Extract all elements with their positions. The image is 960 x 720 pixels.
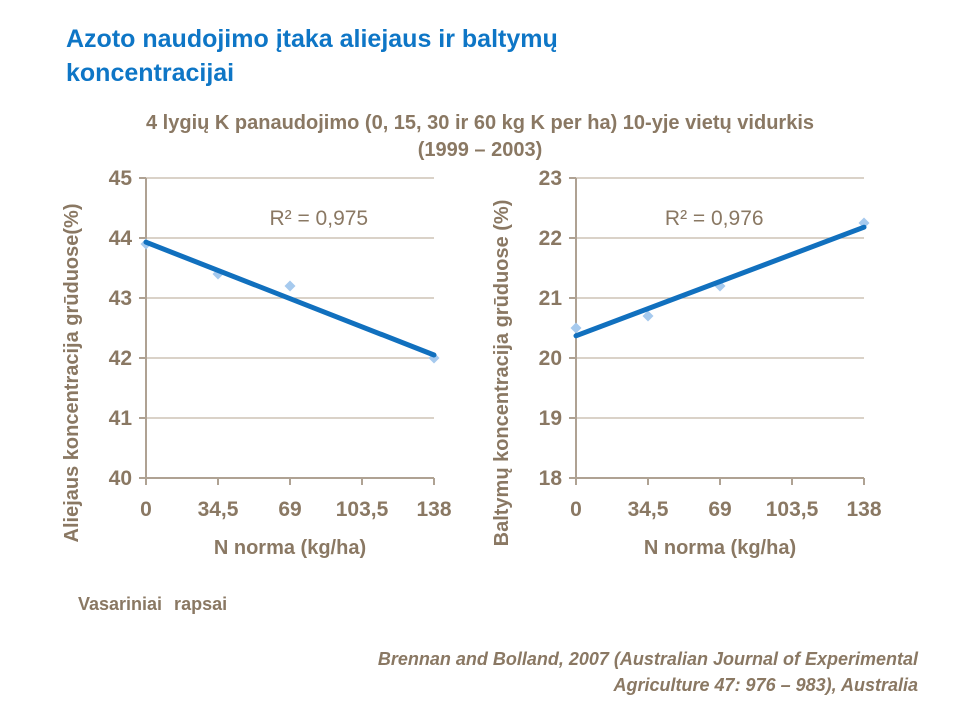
svg-text:138: 138	[846, 498, 881, 521]
svg-text:40: 40	[109, 467, 132, 490]
svg-text:0: 0	[140, 498, 152, 521]
axes	[139, 177, 435, 485]
crop-note: Vasariniai rapsai	[78, 594, 228, 614]
svg-text:69: 69	[278, 498, 301, 521]
oil-concentration-chart: 40 41 42 43 44 45 0 34,5 69 103,5 138 N norma (kg/h…	[58, 167, 498, 578]
data-point-marker	[642, 310, 654, 322]
r-squared-label: R² = 0,976	[665, 207, 764, 230]
citation-line-1: Brennan and Bolland, 2007 (Australian Jo…	[377, 649, 918, 669]
svg-text:103,5: 103,5	[336, 498, 389, 521]
svg-text:34,5: 34,5	[198, 498, 239, 521]
svg-text:103,5: 103,5	[766, 498, 819, 521]
svg-text:138: 138	[416, 498, 451, 521]
y-tick-labels: 40 41 42 43 44 45	[109, 167, 133, 490]
citation-line-2: Agriculture 47: 976 – 983), Australia	[613, 675, 918, 695]
svg-text:21: 21	[539, 287, 563, 310]
svg-text:43: 43	[109, 287, 132, 310]
y-axis-title: Aliejaus koncentracija grūduose(%)	[61, 204, 83, 543]
citation: Brennan and Bolland, 2007 (Australian Jo…	[378, 646, 918, 698]
subtitle-line-2: (1999 – 2003)	[417, 139, 543, 161]
trendline	[573, 224, 867, 339]
svg-text:22: 22	[539, 227, 562, 250]
y-axis-title: Baltymų koncentracija grūduose (%)	[491, 200, 513, 547]
x-tick-labels: 0 34,5 69 103,5 138	[570, 498, 882, 521]
x-axis-title: N norma (kg/ha)	[644, 537, 796, 559]
trendline	[143, 239, 437, 358]
r-squared-label: R² = 0,975	[269, 207, 368, 230]
data-point-marker	[570, 322, 582, 334]
svg-text:18: 18	[539, 467, 563, 490]
data-points	[570, 217, 870, 334]
svg-text:0: 0	[570, 498, 582, 521]
svg-text:44: 44	[109, 227, 133, 250]
x-tick-labels: 0 34,5 69 103,5 138	[140, 498, 452, 521]
gridlines	[576, 177, 864, 419]
svg-text:19: 19	[539, 407, 562, 430]
slide-subtitle: 4 lygių K panaudojimo (0, 15, 30 ir 60 k…	[0, 110, 960, 164]
svg-text:69: 69	[708, 498, 731, 521]
data-point-marker	[284, 280, 296, 292]
svg-text:42: 42	[109, 347, 132, 370]
protein-concentration-svg: 18 19 20 21 22 23 0 34,5 69 103,5 138 N norma (kg/h…	[491, 167, 882, 559]
svg-text:23: 23	[539, 168, 562, 190]
protein-concentration-chart: 18 19 20 21 22 23 0 34,5 69 103,5 138 N norma (kg/h…	[488, 167, 928, 578]
oil-concentration-svg: 40 41 42 43 44 45 0 34,5 69 103,5 138 N norma (kg/h…	[61, 167, 452, 559]
svg-text:20: 20	[539, 347, 562, 370]
svg-text:45: 45	[109, 168, 133, 190]
y-tick-labels: 18 19 20 21 22 23	[539, 167, 563, 490]
svg-text:41: 41	[109, 407, 133, 430]
svg-text:34,5: 34,5	[628, 498, 669, 521]
slide-title: Azoto naudojimo įtaka aliejaus ir baltym…	[66, 25, 558, 87]
subtitle-line-1: 4 lygių K panaudojimo (0, 15, 30 ir 60 k…	[146, 112, 814, 134]
x-axis-title: N norma (kg/ha)	[214, 537, 366, 559]
